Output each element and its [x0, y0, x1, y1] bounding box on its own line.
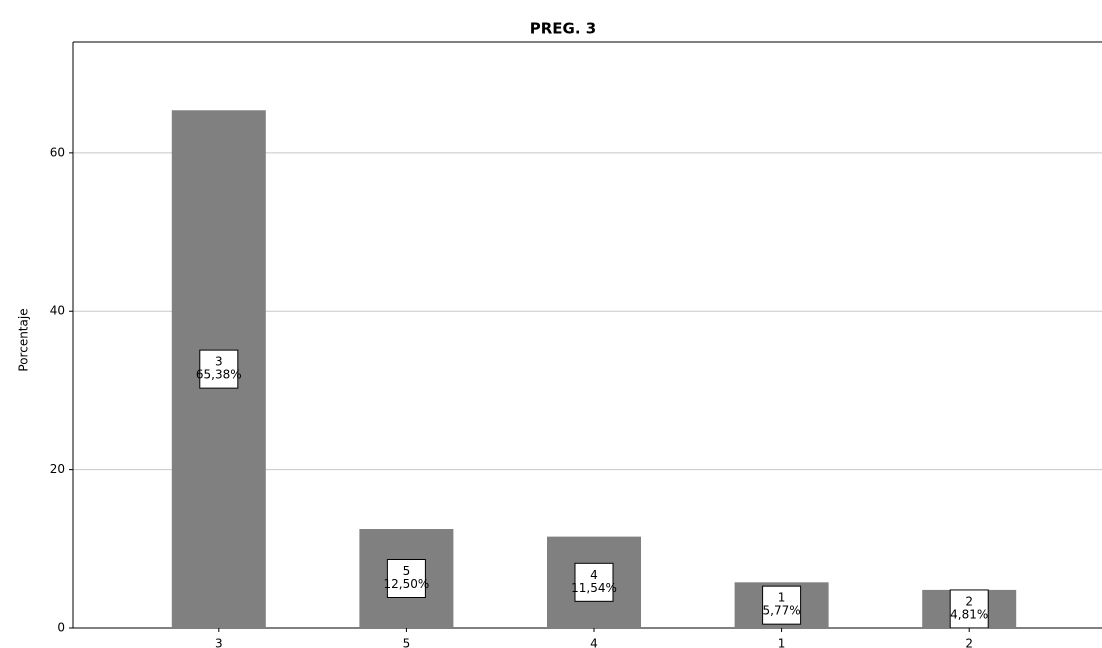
label-category: 4: [590, 568, 598, 582]
x-tick-label: 5: [403, 637, 411, 648]
x-tick-label: 2: [965, 637, 973, 648]
x-tick-label: 3: [215, 637, 223, 648]
y-tick-label: 0: [57, 621, 65, 635]
x-tick-label: 4: [590, 637, 598, 648]
y-tick-label: 20: [50, 462, 65, 476]
label-box: [574, 562, 614, 602]
value-label: 65,38%: [196, 368, 242, 382]
y-tick-label: 40: [50, 304, 65, 318]
label-box: [762, 585, 802, 625]
label-box: [949, 589, 989, 629]
chart-title: PREG. 3: [530, 20, 596, 38]
value-label: 5,77%: [763, 604, 801, 618]
value-label: 11,54%: [571, 581, 617, 595]
label-box: [386, 559, 426, 599]
label-category: 5: [403, 564, 411, 578]
label-category: 3: [215, 355, 223, 369]
label-category: 2: [965, 594, 973, 608]
x-tick-label: 1: [778, 637, 786, 648]
label-category: 1: [778, 591, 786, 605]
y-tick-label: 60: [50, 145, 65, 159]
value-label: 12,50%: [384, 577, 430, 591]
value-label: 4,81%: [950, 607, 988, 621]
y-axis-label: Porcentaje: [17, 308, 31, 371]
label-box: [199, 349, 239, 389]
